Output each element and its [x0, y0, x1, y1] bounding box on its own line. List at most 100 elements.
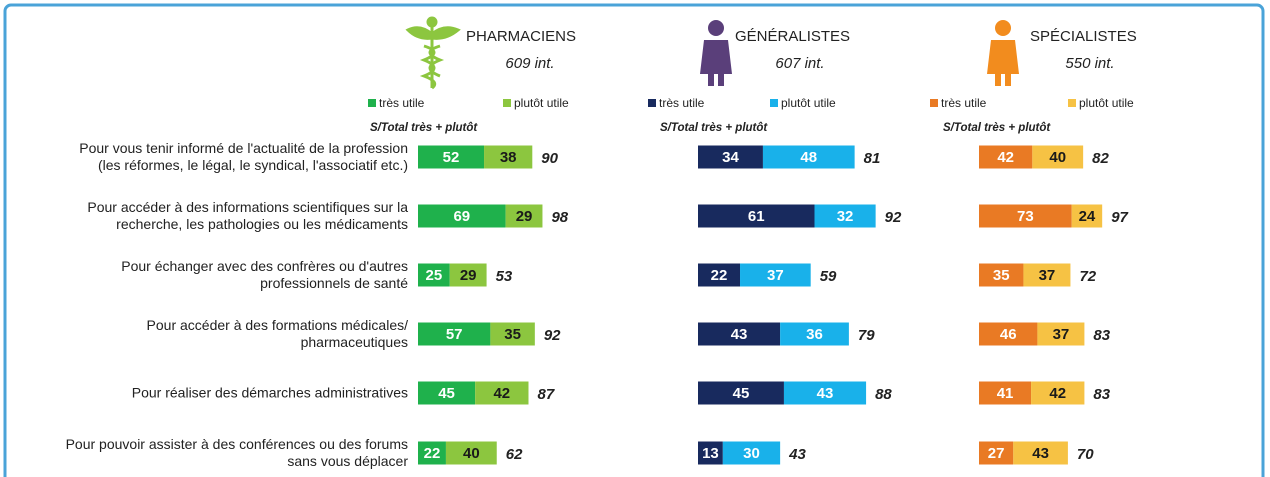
- legend-label: plutôt utile: [1079, 96, 1134, 110]
- bar-segment: [740, 263, 811, 287]
- bar-segment: [445, 441, 497, 465]
- legend-label: plutôt utile: [781, 96, 836, 110]
- bar-segment: [979, 263, 1024, 287]
- value-label: 61: [748, 208, 765, 225]
- category-label: Pour réaliser des démarches administrati…: [131, 384, 408, 401]
- bar-segment: [979, 145, 1033, 169]
- bar-segment: [490, 322, 535, 346]
- value-label: 36: [806, 326, 823, 343]
- bar-segment: [698, 381, 784, 405]
- total-label: 59: [820, 268, 837, 285]
- bar-segment: [979, 322, 1038, 346]
- bar-segment: [418, 145, 485, 169]
- value-label: 25: [426, 267, 443, 284]
- bar-segment: [449, 263, 487, 287]
- bar-segment: [418, 263, 450, 287]
- value-label: 57: [446, 326, 463, 343]
- bar-segment: [505, 204, 543, 228]
- value-label: 24: [1079, 208, 1096, 225]
- bar-segment: [780, 322, 849, 346]
- total-label: 92: [544, 327, 561, 344]
- value-label: 29: [516, 208, 533, 225]
- value-label: 40: [463, 445, 480, 462]
- category-label: Pour accéder à des formations médicales/…: [146, 317, 408, 350]
- value-label: 43: [817, 385, 834, 402]
- total-label: 97: [1111, 209, 1128, 226]
- value-label: 34: [722, 149, 739, 166]
- value-label: 27: [988, 445, 1005, 462]
- bar-segment: [698, 441, 723, 465]
- value-label: 22: [424, 445, 441, 462]
- total-label: 81: [864, 150, 881, 167]
- legend-swatch: [930, 99, 938, 107]
- value-label: 45: [733, 385, 750, 402]
- total-label: 83: [1093, 386, 1110, 403]
- legend-label: plutôt utile: [514, 96, 569, 110]
- bar-segment: [698, 204, 815, 228]
- frame: [3, 3, 1265, 477]
- bar-segment: [814, 204, 876, 228]
- bar-segment: [762, 145, 855, 169]
- generalist-icon: [700, 20, 732, 86]
- total-label: 43: [788, 446, 806, 463]
- bar-segment: [979, 441, 1014, 465]
- value-label: 30: [743, 445, 760, 462]
- value-label: 13: [702, 445, 719, 462]
- pharmacist-icon: [405, 16, 461, 90]
- value-label: 42: [493, 385, 510, 402]
- value-label: 37: [767, 267, 784, 284]
- bar-segment: [979, 381, 1032, 405]
- value-label: 37: [1053, 326, 1070, 343]
- value-label: 46: [1000, 326, 1017, 343]
- bar-segment: [418, 204, 506, 228]
- panel-title: GÉNÉRALISTES: [735, 28, 850, 45]
- value-label: 43: [731, 326, 748, 343]
- value-label: 35: [504, 326, 521, 343]
- bar-segment: [698, 322, 781, 346]
- bar-segment: [722, 441, 781, 465]
- panel-subtitle: 609 int.: [505, 55, 554, 72]
- subtotal-label: S/Total très + plutôt: [370, 122, 478, 134]
- value-label: 45: [438, 385, 455, 402]
- bar-segment: [475, 381, 529, 405]
- bar-segment: [698, 145, 763, 169]
- category-label: Pour accéder à des informations scientif…: [87, 199, 408, 232]
- total-label: 98: [551, 209, 568, 226]
- bar-segment: [1031, 381, 1085, 405]
- subtotal-label: S/Total très + plutôt: [943, 122, 1051, 134]
- value-label: 69: [453, 208, 470, 225]
- legend-swatch: [648, 99, 656, 107]
- bar-segment: [698, 263, 741, 287]
- total-label: 82: [1092, 150, 1109, 167]
- total-label: 72: [1079, 268, 1096, 285]
- value-label: 43: [1032, 445, 1049, 462]
- bar-segment: [1013, 441, 1068, 465]
- value-label: 22: [711, 267, 728, 284]
- panel-subtitle: 607 int.: [775, 55, 824, 72]
- legend-label: très utile: [659, 96, 705, 110]
- total-label: 53: [496, 268, 513, 285]
- value-label: 73: [1017, 208, 1034, 225]
- value-label: 42: [997, 149, 1014, 166]
- total-label: 70: [1077, 446, 1094, 463]
- value-label: 41: [997, 385, 1014, 402]
- total-label: 92: [885, 209, 902, 226]
- specialist-icon: [987, 20, 1019, 86]
- legend-swatch: [770, 99, 778, 107]
- value-label: 35: [993, 267, 1010, 284]
- value-label: 38: [500, 149, 517, 166]
- total-label: 83: [1093, 327, 1110, 344]
- legend-swatch: [368, 99, 376, 107]
- legend-label: très utile: [379, 96, 425, 110]
- value-label: 29: [460, 267, 477, 284]
- bar-segment: [418, 381, 476, 405]
- panel-title: SPÉCIALISTES: [1030, 28, 1137, 45]
- total-label: 87: [537, 386, 554, 403]
- bar-segment: [418, 441, 446, 465]
- legend-label: très utile: [941, 96, 987, 110]
- panel-title: PHARMACIENS: [466, 28, 576, 45]
- legend-swatch: [503, 99, 511, 107]
- category-label: Pour vous tenir informé de l'actualité d…: [79, 140, 408, 173]
